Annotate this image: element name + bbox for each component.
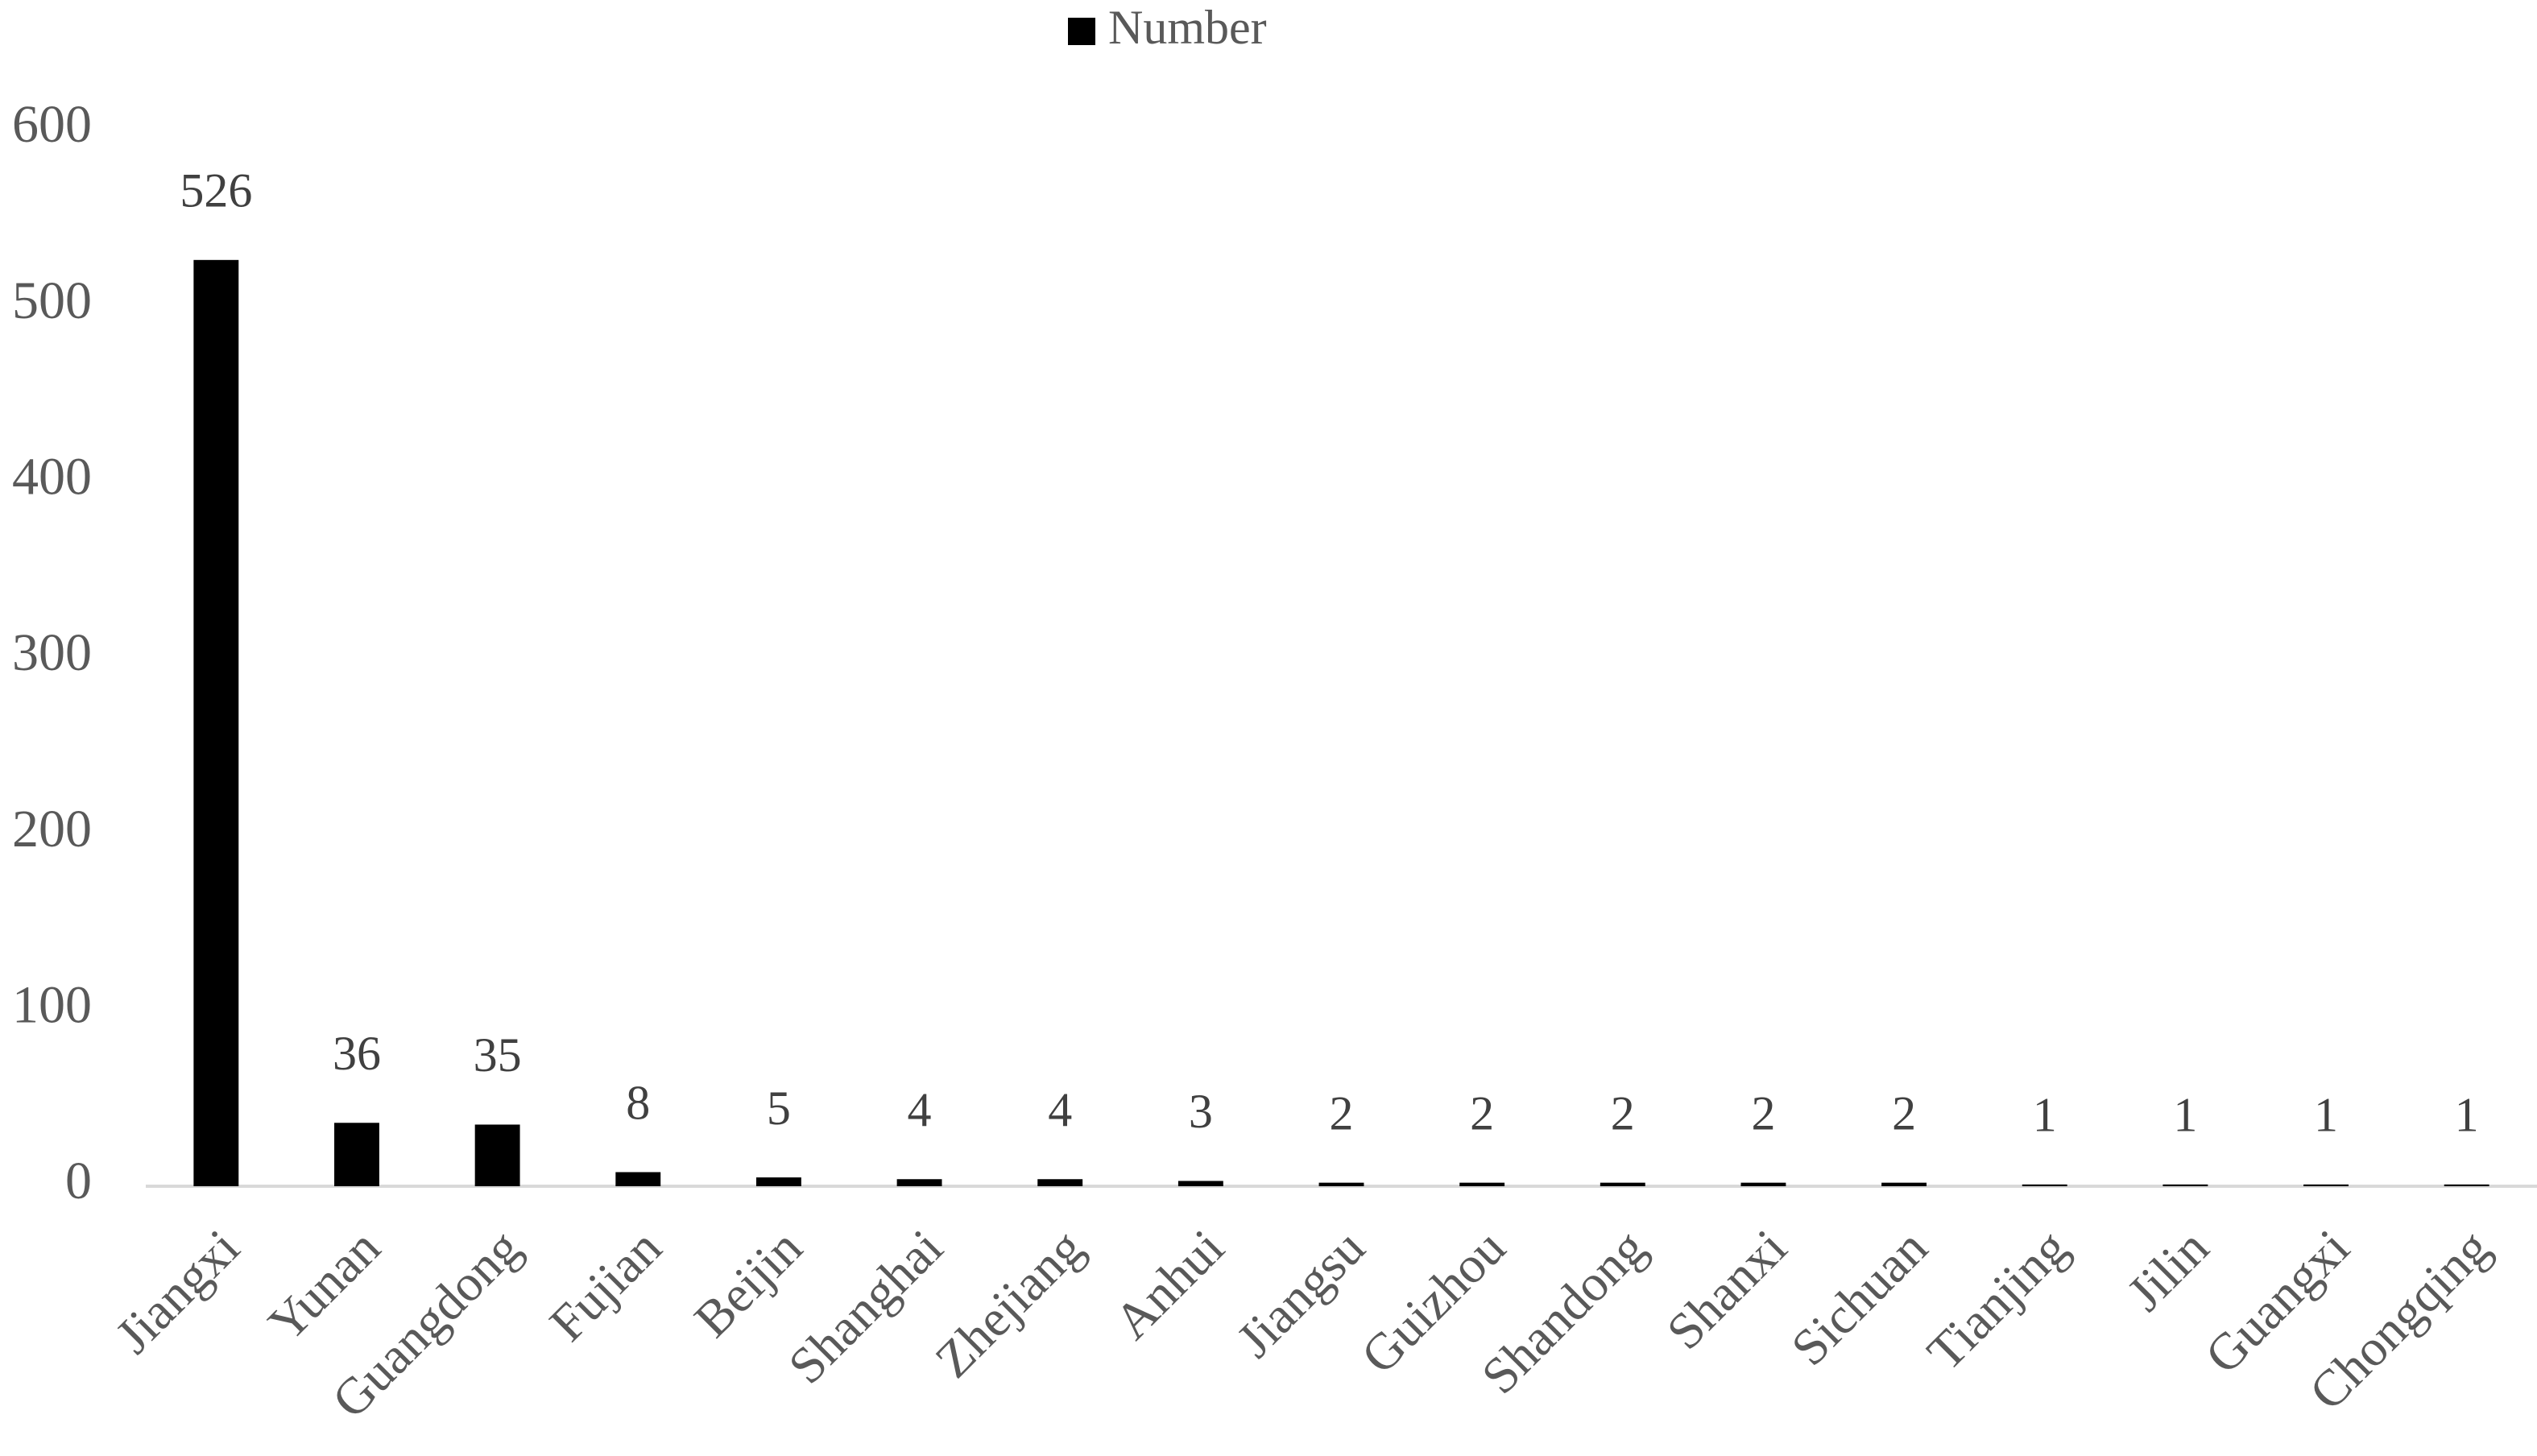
bar (2022, 1184, 2067, 1186)
x-tick-label: Beijin (683, 1218, 813, 1348)
bar (334, 1123, 379, 1186)
bar (2303, 1184, 2349, 1186)
y-tick-label: 400 (12, 447, 92, 506)
value-label: 2 (1330, 1086, 1354, 1140)
x-tick-label: Tianjing (1916, 1218, 2079, 1381)
value-label: 8 (626, 1076, 650, 1129)
y-tick-label: 600 (12, 95, 92, 154)
bar (896, 1179, 942, 1186)
bar (1600, 1182, 1645, 1186)
value-label: 2 (1611, 1086, 1635, 1140)
value-label: 1 (2033, 1089, 2057, 1142)
bar (193, 259, 239, 1186)
y-tick-label: 0 (65, 1152, 92, 1210)
bar (615, 1172, 661, 1186)
y-tick-label: 200 (12, 800, 92, 858)
x-tick-label: Anhui (1103, 1218, 1235, 1350)
x-tick-label: Shanxi (1656, 1218, 1798, 1360)
x-tick-label: Zhejiang (924, 1218, 1094, 1388)
x-tick-label: Jiangxi (105, 1218, 250, 1364)
bar (1459, 1182, 1505, 1186)
x-tick-label: Fujian (539, 1218, 673, 1352)
x-tick-label: Yunan (257, 1218, 391, 1352)
value-label: 36 (333, 1027, 381, 1080)
x-tick-label: Jilin (2117, 1218, 2220, 1322)
bar (1037, 1179, 1083, 1186)
y-tick-label: 500 (12, 271, 92, 330)
bar (1881, 1182, 1927, 1186)
bar (1177, 1181, 1223, 1186)
bar (474, 1124, 520, 1186)
value-label: 2 (1751, 1086, 1775, 1140)
y-tick-label: 300 (12, 623, 92, 682)
legend-swatch (1068, 18, 1095, 45)
y-tick-label: 100 (12, 975, 92, 1034)
bar (2444, 1184, 2489, 1186)
value-label: 35 (474, 1028, 522, 1082)
value-label: 526 (180, 164, 252, 217)
value-label: 4 (908, 1083, 932, 1136)
x-tick-label: Sichuan (1780, 1218, 1938, 1376)
bar (1318, 1182, 1364, 1186)
bar (1740, 1182, 1786, 1186)
x-tick-label: Shanghai (777, 1218, 954, 1395)
value-label: 2 (1892, 1086, 1916, 1140)
bar (2162, 1184, 2208, 1186)
legend-label: Number (1108, 1, 1267, 54)
value-label: 2 (1470, 1086, 1494, 1140)
bar (755, 1177, 801, 1186)
value-label: 4 (1048, 1083, 1072, 1136)
value-label: 1 (2455, 1089, 2479, 1142)
value-label: 3 (1189, 1085, 1213, 1138)
value-label: 1 (2173, 1089, 2197, 1142)
value-label: 1 (2314, 1089, 2338, 1142)
value-label: 5 (767, 1082, 791, 1135)
